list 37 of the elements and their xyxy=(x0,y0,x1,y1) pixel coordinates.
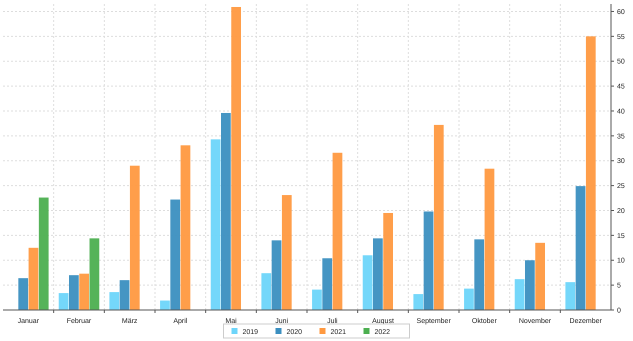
bar xyxy=(383,212,394,310)
bar xyxy=(120,280,130,310)
bar xyxy=(565,282,576,310)
bar xyxy=(79,274,90,310)
bar xyxy=(322,258,332,310)
bar xyxy=(434,124,444,310)
bar xyxy=(535,242,546,310)
bar xyxy=(130,166,140,310)
bar xyxy=(464,288,474,310)
bar xyxy=(424,211,434,310)
bar xyxy=(484,168,494,310)
bar xyxy=(362,255,372,310)
bar xyxy=(524,260,535,310)
bar xyxy=(514,279,524,310)
bar xyxy=(282,195,292,310)
bar xyxy=(586,36,596,310)
bar xyxy=(210,139,220,310)
bar xyxy=(261,273,272,310)
bar xyxy=(312,290,322,310)
bar xyxy=(18,278,28,310)
bar xyxy=(160,300,170,310)
bar xyxy=(38,198,49,310)
bar xyxy=(576,186,586,310)
bar xyxy=(332,152,342,310)
bar xyxy=(90,238,100,310)
bar xyxy=(413,294,424,310)
bar xyxy=(372,238,383,310)
bar xyxy=(231,6,242,310)
bar xyxy=(109,292,120,310)
bar xyxy=(180,145,190,310)
bar xyxy=(272,240,282,310)
bar xyxy=(58,293,68,310)
bar xyxy=(170,200,180,310)
bar xyxy=(220,112,231,310)
bar xyxy=(474,239,484,310)
bar xyxy=(68,275,79,310)
bar xyxy=(28,248,38,310)
